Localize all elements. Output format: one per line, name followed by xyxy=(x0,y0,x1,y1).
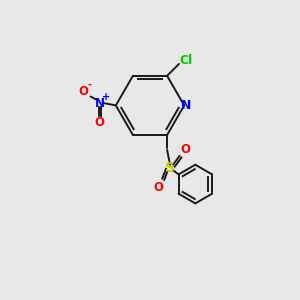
Text: S: S xyxy=(165,161,175,175)
Text: N: N xyxy=(181,99,191,112)
Text: N: N xyxy=(95,97,105,110)
Text: O: O xyxy=(94,116,104,130)
Text: -: - xyxy=(88,80,92,90)
Text: Cl: Cl xyxy=(179,55,192,68)
Text: O: O xyxy=(154,181,164,194)
Text: O: O xyxy=(180,143,190,156)
Text: O: O xyxy=(78,85,88,98)
Text: +: + xyxy=(102,92,110,101)
